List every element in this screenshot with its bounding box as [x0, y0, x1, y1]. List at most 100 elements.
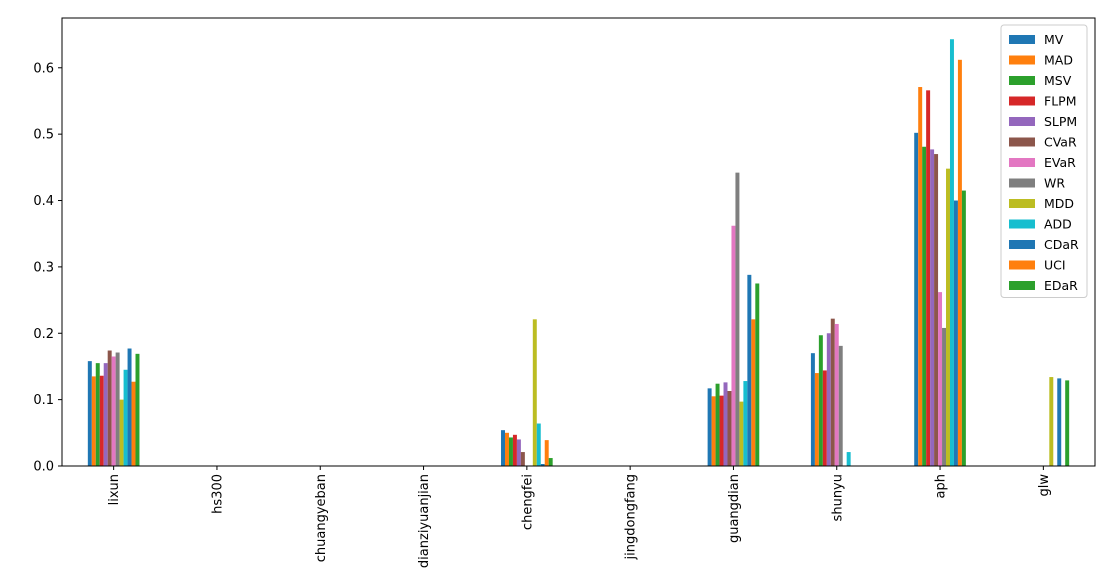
bar-slpm-lixun	[103, 363, 108, 466]
legend: MV MAD MSV FLPM SLPM CVaR EVaR WR MDD ADD CDaR UCI E…	[1000, 24, 1088, 298]
bar-slpm-guangdian	[723, 382, 728, 466]
legend-swatch-cdar	[1009, 240, 1035, 249]
x-tick-label-aph: aph	[934, 474, 949, 498]
legend-swatch-wr	[1009, 178, 1035, 188]
y-tick-label: 0.6	[33, 61, 54, 76]
bar-edar-glw	[1065, 380, 1070, 466]
bar-mdd-guangdian	[739, 401, 744, 466]
bar-mad-shunyu	[814, 373, 819, 466]
legend-swatch-add	[1009, 219, 1035, 229]
legend-box	[1000, 24, 1088, 298]
x-tick-label-chuangyeban: chuangyeban	[314, 474, 329, 562]
bar-uci-aph	[957, 59, 962, 467]
bar-add-aph	[949, 39, 954, 467]
bar-wr-lixun	[115, 352, 120, 466]
bar-flpm-shunyu	[822, 370, 827, 466]
legend-swatch-mv	[1009, 35, 1035, 44]
bars-layer	[87, 39, 1070, 467]
bar-mad-chengfei	[505, 432, 509, 466]
x-axis: lixun hs300 chuangyeban dianziyuanjian cheng…	[107, 466, 1052, 568]
bar-mad-aph	[918, 87, 923, 466]
bar-flpm-lixun	[99, 375, 104, 466]
legend-swatch-cvar	[1009, 137, 1035, 147]
legend-label-evar: EVaR	[1044, 155, 1076, 170]
bar-mdd-chengfei	[532, 319, 537, 466]
legend-label-mv: MV	[1044, 32, 1064, 47]
bar-mv-chengfei	[501, 430, 505, 466]
bar-cvar-shunyu	[830, 318, 835, 466]
bar-msv-guangdian	[715, 383, 720, 466]
legend-label-mad: MAD	[1044, 53, 1073, 68]
legend-swatch-evar	[1009, 158, 1035, 167]
legend-label-mdd: MDD	[1044, 196, 1074, 211]
y-tick-label: 0.2	[33, 327, 54, 342]
x-tick-label-hs300: hs300	[210, 474, 225, 514]
bar-flpm-aph	[926, 90, 931, 466]
bar-cdar-guangdian	[747, 274, 752, 466]
legend-swatch-edar	[1009, 281, 1035, 290]
y-tick-label: 0.0	[33, 460, 54, 475]
bar-mv-aph	[914, 132, 919, 466]
bar-slpm-chengfei	[516, 439, 521, 466]
bar-cdar-aph	[953, 200, 958, 466]
bar-edar-guangdian	[755, 283, 760, 466]
bar-cdar-glw	[1057, 378, 1062, 466]
bar-add-shunyu	[846, 452, 851, 466]
bar-cvar-chengfei	[520, 452, 525, 466]
bar-add-lixun	[123, 369, 128, 466]
bar-edar-lixun	[135, 353, 140, 466]
legend-swatch-slpm	[1009, 117, 1035, 126]
bar-uci-guangdian	[751, 319, 756, 466]
x-tick-label-chengfei: chengfei	[520, 474, 535, 530]
bar-add-guangdian	[743, 381, 748, 466]
bar-evar-lixun	[111, 356, 116, 466]
y-axis: 0.0 0.1 0.2 0.3 0.4 0.5 0.6	[33, 61, 62, 475]
bar-edar-aph	[961, 190, 966, 466]
x-tick-label-guangdian: guangdian	[727, 474, 742, 543]
legend-label-flpm: FLPM	[1044, 94, 1076, 109]
bar-mdd-aph	[946, 168, 950, 466]
bar-msv-lixun	[95, 363, 100, 466]
y-tick-label: 0.1	[33, 393, 54, 408]
legend-swatch-flpm	[1009, 96, 1035, 106]
x-tick-label-jingdongfang: jingdongfang	[624, 474, 639, 560]
bar-wr-guangdian	[735, 172, 740, 466]
bar-cvar-aph	[934, 154, 939, 466]
bar-edar-chengfei	[548, 458, 553, 466]
y-tick-label: 0.4	[33, 194, 54, 209]
bar-msv-aph	[922, 146, 927, 466]
bar-mdd-lixun	[119, 399, 124, 466]
legend-swatch-uci	[1009, 260, 1035, 270]
legend-swatch-msv	[1009, 76, 1035, 85]
bar-slpm-aph	[930, 149, 935, 466]
bar-cdar-lixun	[127, 348, 132, 466]
bar-cdar-chengfei	[540, 464, 545, 466]
legend-label-wr: WR	[1044, 176, 1065, 191]
bar-cvar-guangdian	[727, 391, 732, 466]
bar-mv-shunyu	[810, 353, 815, 466]
plot-frame	[61, 17, 1096, 467]
bar-flpm-chengfei	[512, 434, 517, 466]
bar-uci-chengfei	[544, 440, 549, 466]
bar-uci-lixun	[131, 381, 136, 466]
bar-mad-guangdian	[711, 396, 716, 466]
x-tick-label-lixun: lixun	[107, 474, 122, 505]
legend-label-cdar: CDaR	[1044, 237, 1079, 252]
bar-evar-shunyu	[834, 323, 839, 466]
bar-flpm-guangdian	[719, 395, 724, 466]
x-tick-label-glw: glw	[1037, 474, 1052, 497]
bar-wr-aph	[942, 327, 947, 466]
legend-label-msv: MSV	[1044, 73, 1072, 88]
legend-label-uci: UCI	[1044, 258, 1066, 273]
x-tick-label-dianziyuanjian: dianziyuanjian	[417, 474, 432, 568]
legend-label-add: ADD	[1044, 217, 1072, 232]
y-tick-label: 0.3	[33, 260, 54, 275]
bar-wr-shunyu	[838, 345, 843, 466]
legend-swatch-mdd	[1009, 199, 1035, 208]
bar-evar-aph	[938, 292, 943, 466]
bar-mad-lixun	[91, 376, 96, 466]
x-tick-label-shunyu: shunyu	[830, 474, 845, 521]
bar-cvar-lixun	[107, 350, 112, 466]
bar-mv-guangdian	[707, 388, 712, 466]
